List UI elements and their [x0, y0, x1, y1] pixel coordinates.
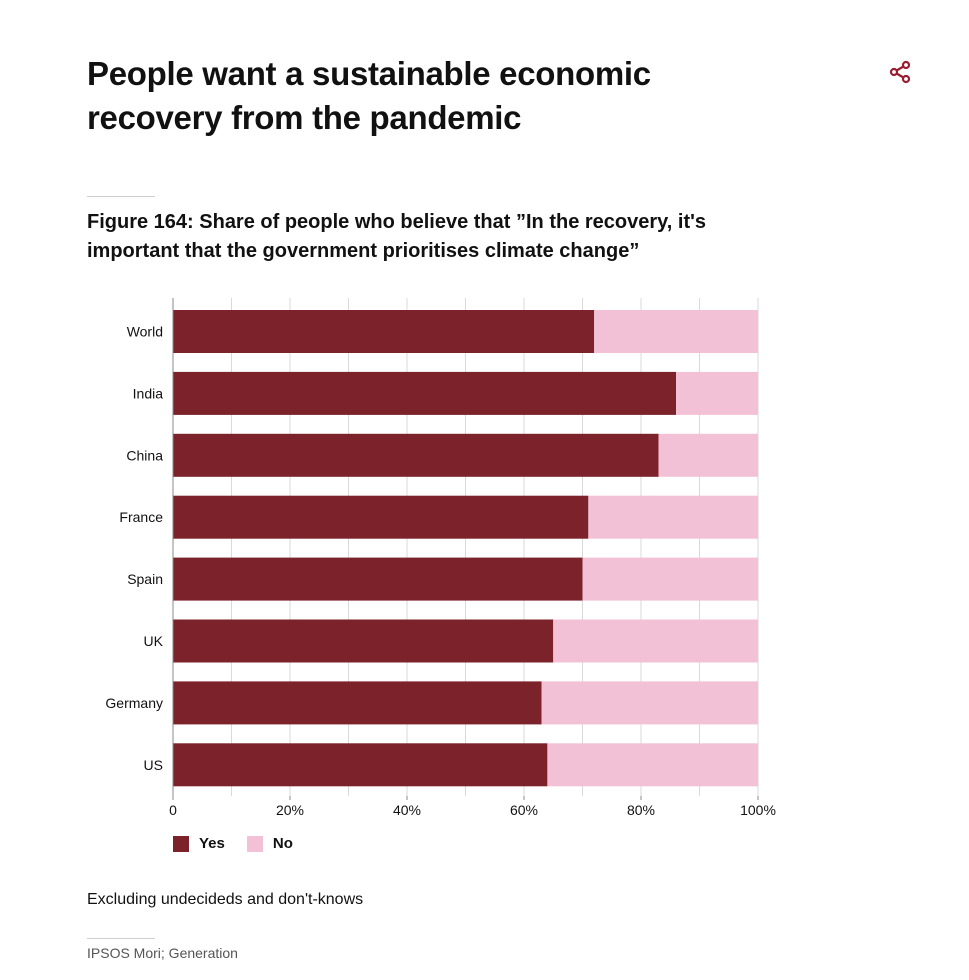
share-icon: [889, 60, 911, 84]
x-tick-label: 40%: [393, 802, 421, 818]
bar-yes-world: [173, 310, 595, 353]
legend-label-no: No: [272, 835, 293, 852]
bar-no-germany: [541, 681, 758, 725]
figure-title: Figure 164: Share of people who believe …: [87, 211, 706, 262]
legend-item-yes[interactable]: Yes: [173, 835, 225, 852]
bar-yes-spain: [173, 557, 583, 601]
bar-yes-india: [173, 371, 677, 415]
bar-yes-germany: [173, 681, 542, 725]
bar-no-france: [588, 495, 758, 539]
source-text: IPSOS Mori; Generation: [87, 945, 238, 961]
bar-yes-us: [173, 743, 548, 787]
bar-no-uk: [553, 619, 758, 663]
bar-no-world: [594, 310, 758, 353]
y-tick-label: Spain: [127, 571, 163, 587]
x-tick-label: 0: [169, 802, 177, 818]
y-tick-label: UK: [144, 633, 164, 649]
stacked-bar-chart: World India China France Spain UK Germany US 0 20…: [105, 298, 776, 818]
bar-yes-france: [173, 495, 589, 539]
x-tick-label: 20%: [276, 802, 304, 818]
bar-yes-uk: [173, 619, 554, 663]
bar-no-spain: [582, 557, 758, 601]
bar-no-china: [658, 433, 758, 477]
y-tick-label: China: [126, 447, 163, 463]
chart-note: Excluding undecideds and don't-knows: [87, 891, 364, 908]
bar-no-us: [547, 743, 758, 787]
y-tick-label: Germany: [105, 695, 163, 711]
y-tick-label: US: [144, 757, 163, 773]
divider: [87, 196, 155, 197]
legend-swatch-yes: [173, 835, 189, 852]
y-tick-label: France: [119, 509, 163, 525]
divider: [87, 938, 155, 939]
x-tick-label: 80%: [627, 802, 655, 818]
bar-no-india: [676, 371, 758, 415]
legend-swatch-no: [246, 835, 263, 852]
x-tick-label: 100%: [740, 802, 776, 818]
y-tick-label: World: [127, 324, 163, 340]
legend-label-yes: Yes: [199, 835, 225, 852]
chart-legend: Yes No: [173, 835, 315, 852]
bar-yes-china: [173, 433, 659, 477]
y-tick-label: India: [133, 385, 164, 401]
x-tick-label: 60%: [510, 802, 538, 818]
share-button[interactable]: [886, 58, 914, 86]
page-title: People want a sustainable economic recov…: [87, 55, 651, 136]
legend-item-no[interactable]: No: [246, 835, 293, 852]
